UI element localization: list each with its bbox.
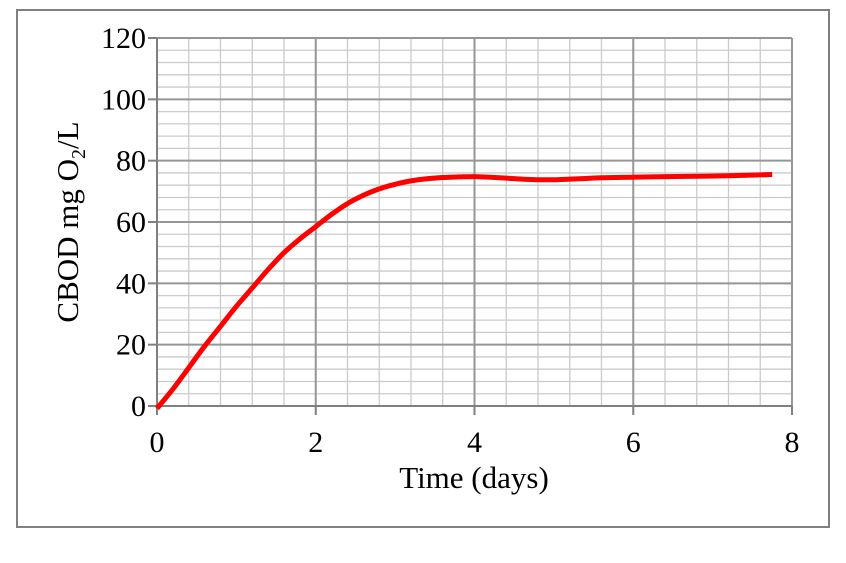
y-axis-title-post: /L [50, 121, 85, 149]
major-gridlines [157, 37, 793, 406]
tick-marks [148, 37, 793, 415]
y-tick-label: 120 [101, 22, 146, 55]
chart-border [16, 9, 830, 528]
cbod-series-line [155, 172, 773, 411]
x-tick-label: 4 [467, 426, 482, 459]
y-tick-label: 0 [131, 390, 146, 423]
y-tick-label: 80 [116, 145, 146, 178]
y-tick-label: 60 [116, 206, 146, 239]
y-axis-title-pre: CBOD mg O [50, 159, 85, 323]
x-tick-label: 2 [308, 426, 323, 459]
y-axis-title: CBOD mg O2/L [50, 121, 90, 322]
y-tick-label: 40 [116, 267, 146, 300]
x-tick-labels: 0 2 4 6 8 [150, 426, 800, 459]
x-tick-label: 6 [626, 426, 641, 459]
x-axis-title: Time (days) [399, 460, 549, 495]
y-tick-labels: 0 20 40 60 80 100 120 [101, 22, 146, 423]
y-axis-title-subscript: 2 [68, 149, 90, 159]
y-tick-label: 20 [116, 329, 146, 362]
x-tick-label: 0 [150, 426, 165, 459]
x-tick-label: 8 [785, 426, 800, 459]
y-tick-label: 100 [101, 83, 146, 116]
